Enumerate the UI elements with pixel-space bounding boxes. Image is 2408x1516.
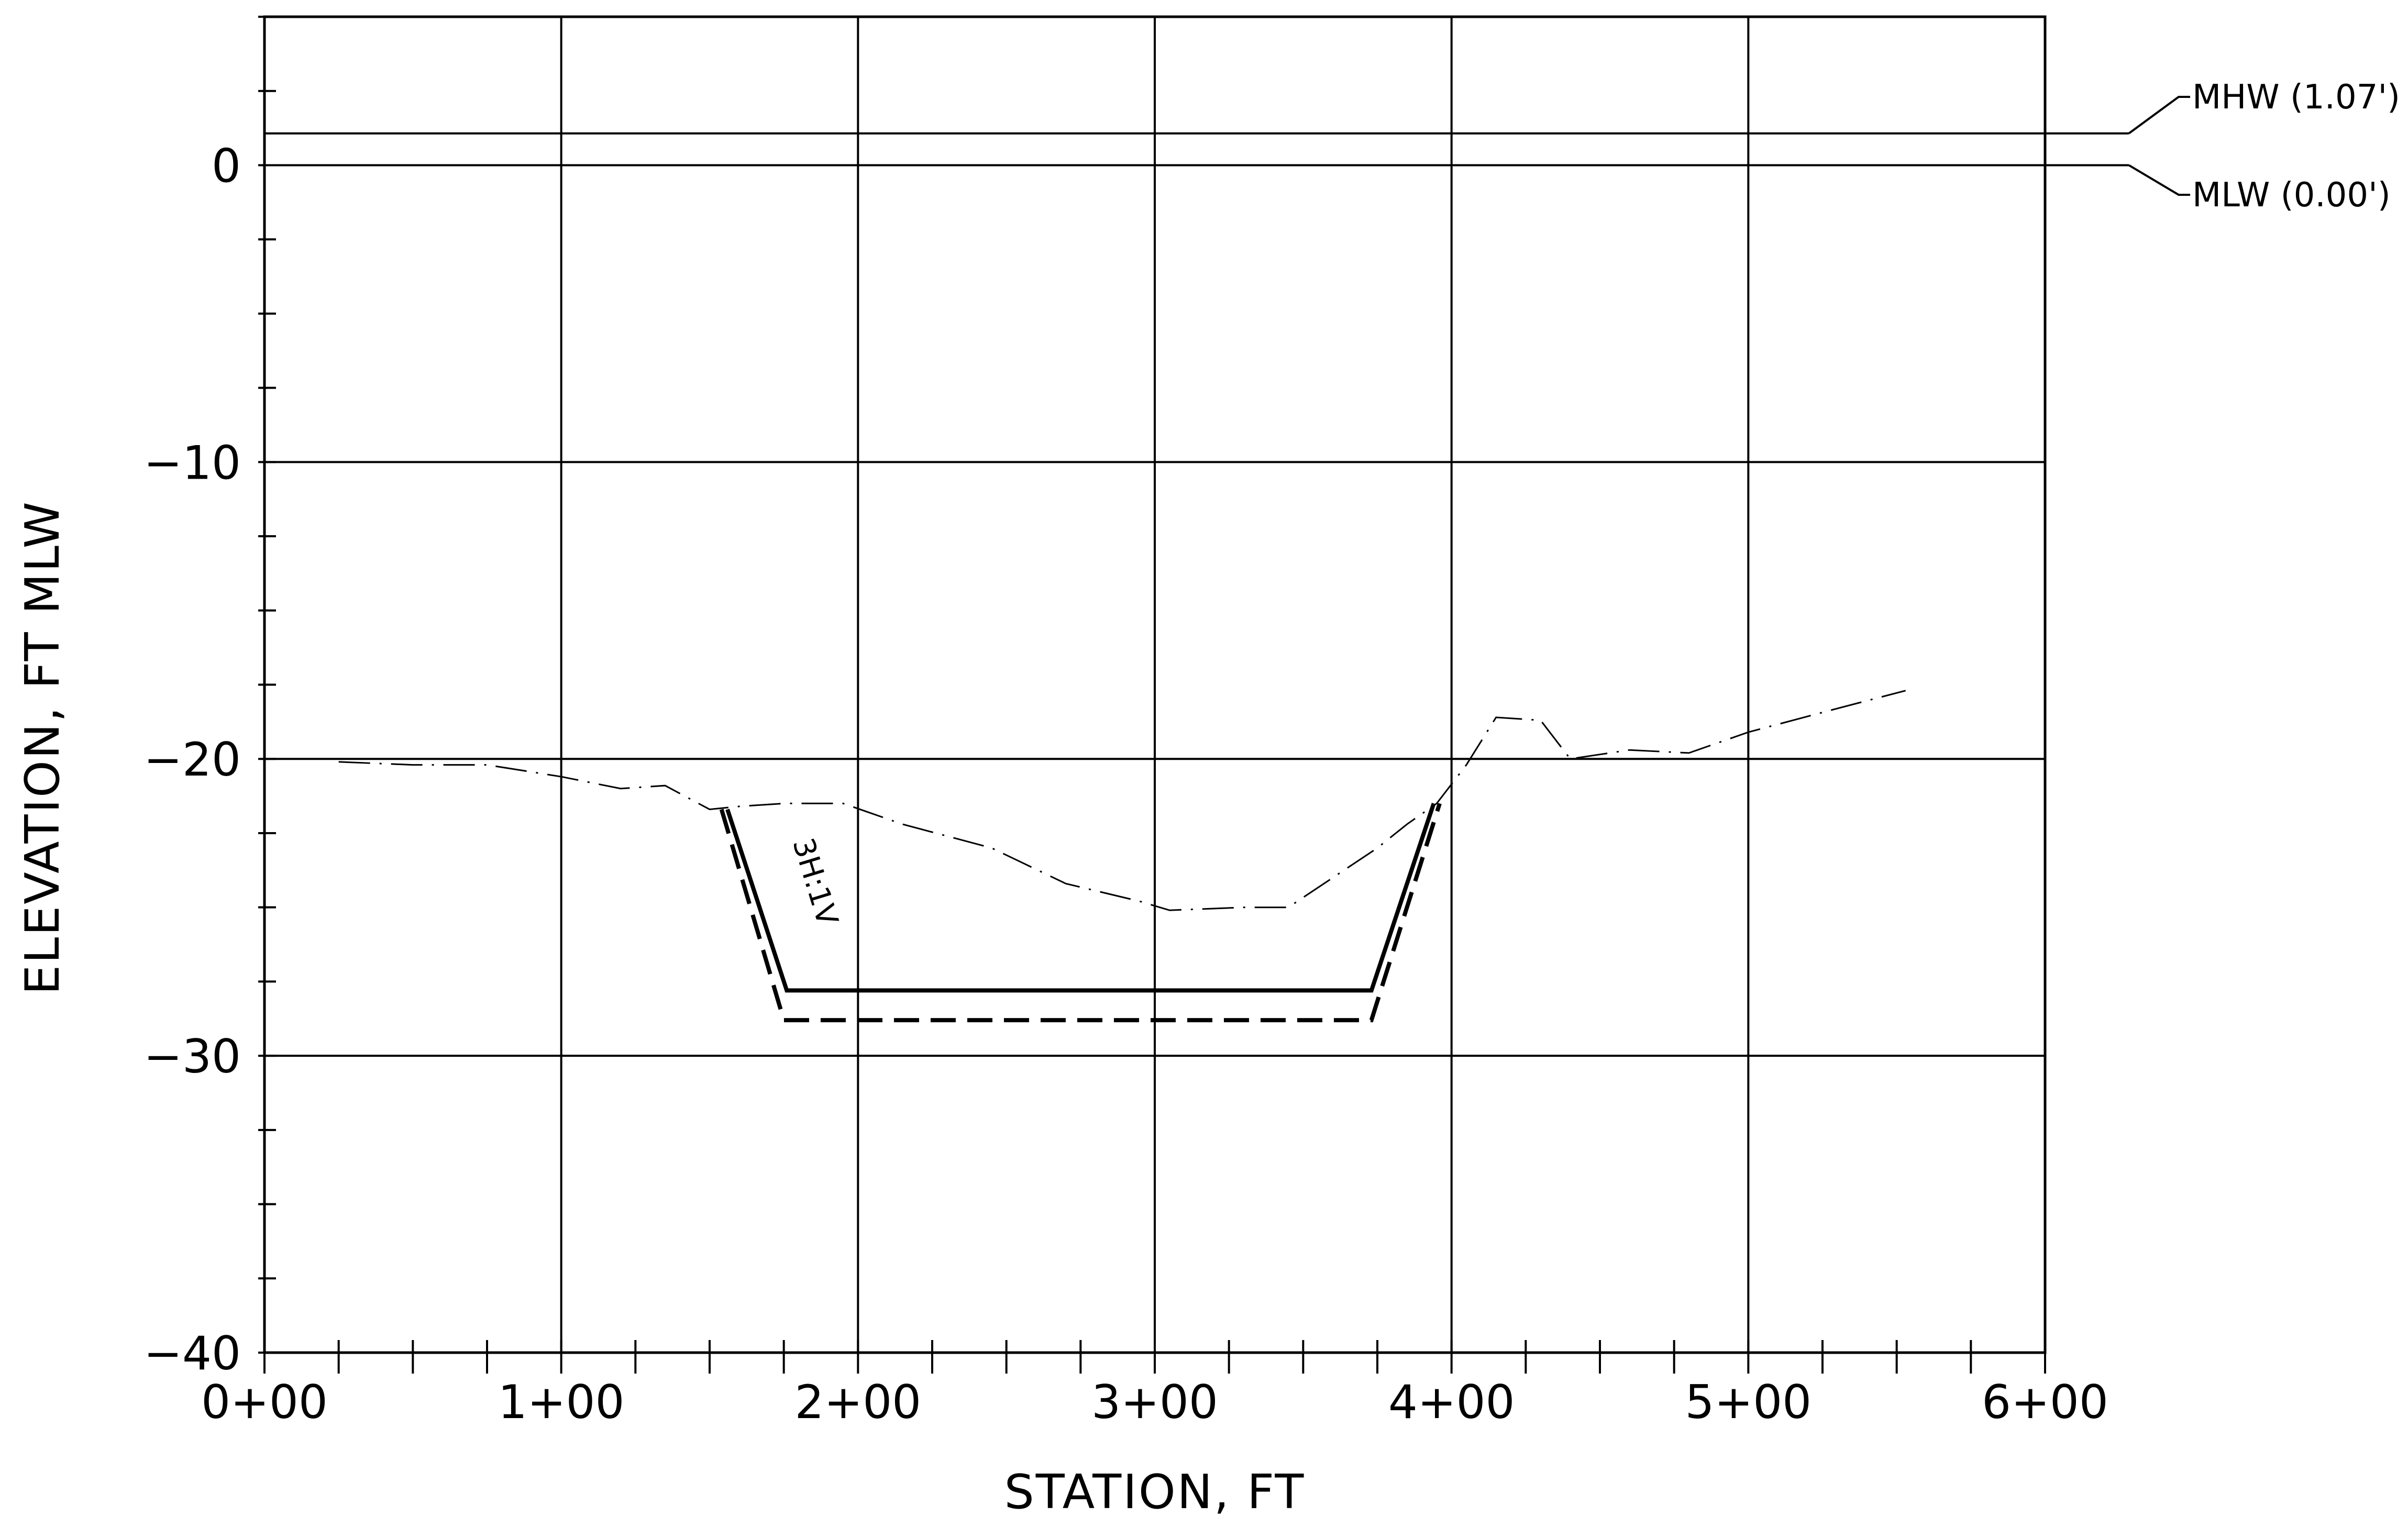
- y-tick-label: −30: [143, 1030, 241, 1083]
- x-tick-label: 0+00: [201, 1375, 328, 1429]
- y-tick-label: 0: [212, 139, 241, 193]
- x-tick-label: 1+00: [498, 1375, 625, 1429]
- water-levels: MHW (1.07') MLW (0.00'): [264, 78, 2400, 215]
- slope-annotation: 3H:1V: [786, 834, 844, 929]
- x-tick-label: 3+00: [1091, 1375, 1218, 1429]
- series-solid-line: [725, 803, 1436, 993]
- x-tick-label: 2+00: [794, 1375, 921, 1429]
- water-level-label-mlw: MLW (0.00'): [2192, 176, 2391, 215]
- x-axis-title: STATION, FT: [1004, 1465, 1306, 1516]
- y-tick-label: −20: [143, 733, 241, 787]
- x-tick-label: 5+00: [1685, 1375, 1811, 1429]
- annotation-layer: 3H:1V: [786, 834, 844, 929]
- series-dashed-line: [719, 803, 1442, 1023]
- y-tick-label: −40: [143, 1326, 241, 1380]
- grid: [263, 15, 2047, 1354]
- water-level-leader-mlw: [2128, 164, 2190, 196]
- series-dash-dot-line: [338, 690, 1906, 911]
- minor-ticks: [258, 16, 2046, 1374]
- x-tick-label: 6+00: [1982, 1375, 2108, 1429]
- tick-labels: 0+00 1+00 2+00 3+00 4+00 5+00 6+00 0 −10 −20 −30 −4…: [143, 139, 2108, 1429]
- water-level-label-mhw: MHW (1.07'): [2192, 78, 2400, 117]
- x-tick-label: 4+00: [1388, 1375, 1515, 1429]
- y-tick-label: −10: [143, 436, 241, 490]
- series-layer: [338, 690, 1906, 1023]
- water-level-leader-mhw: [2128, 96, 2190, 135]
- y-axis-title: ELEVATION, FT MLW: [15, 500, 70, 994]
